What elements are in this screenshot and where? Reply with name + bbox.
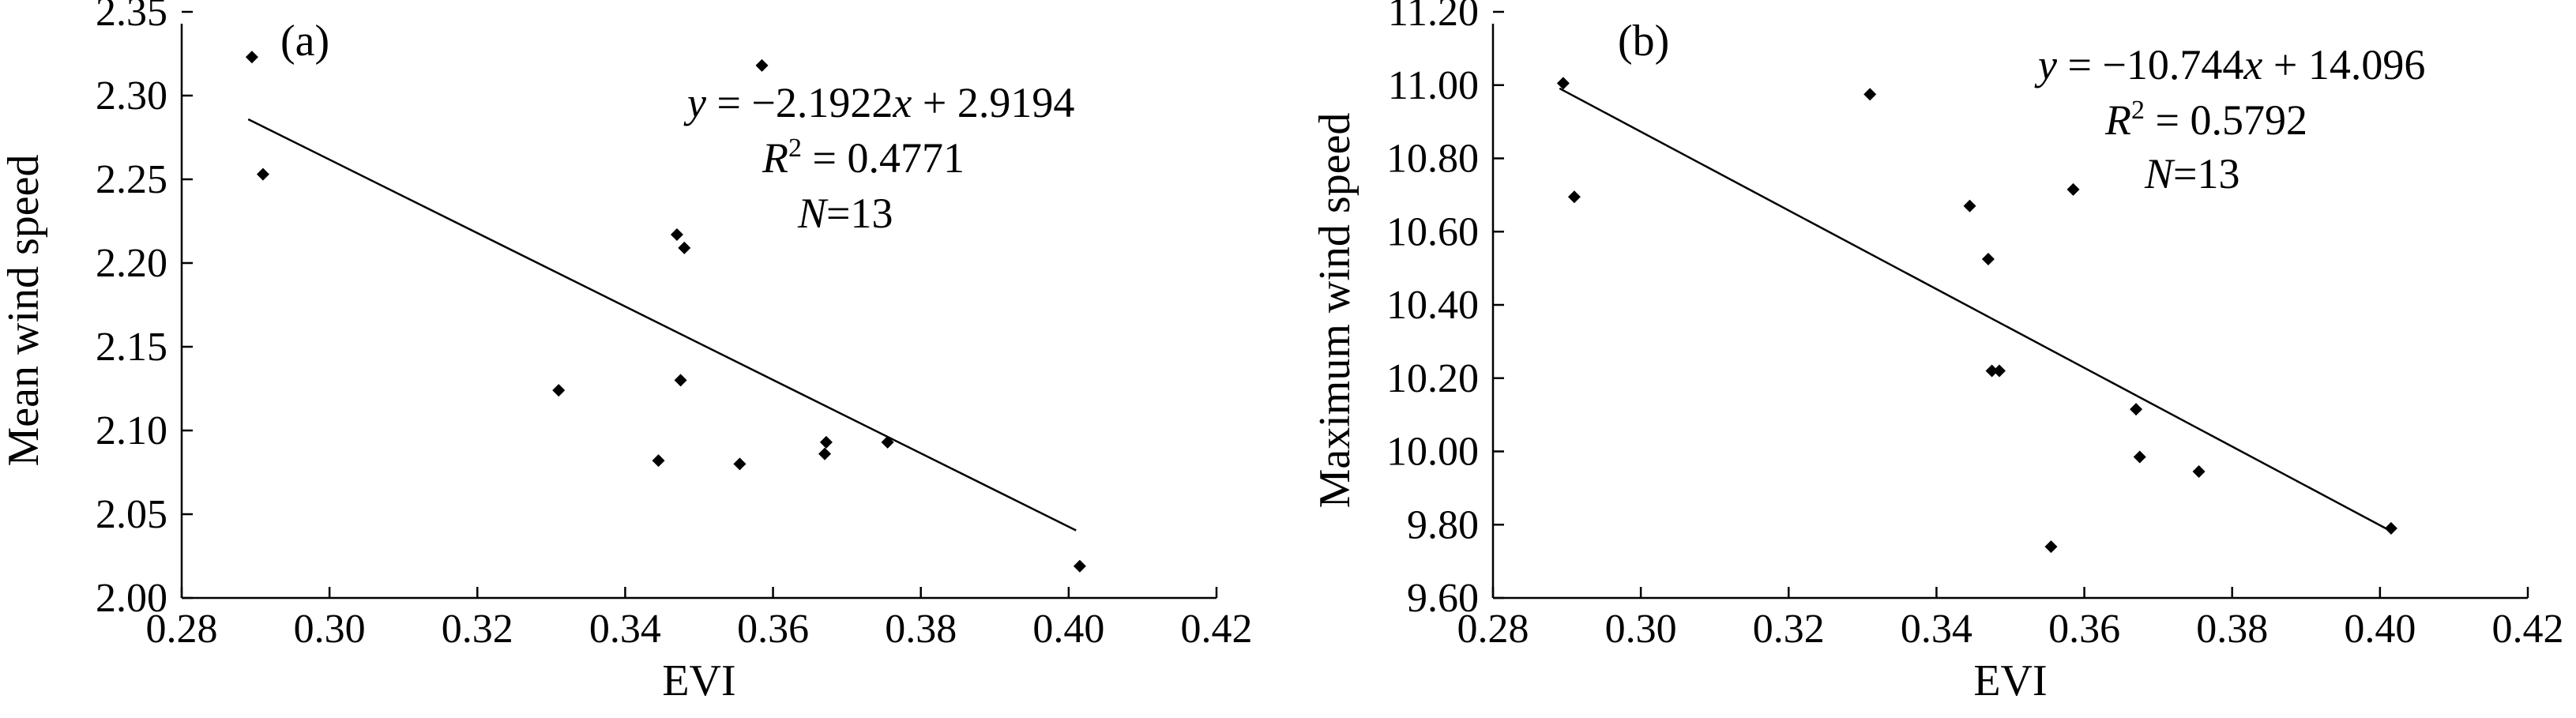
x-tick-label: 0.38 — [885, 607, 957, 652]
y-tick-label: 2.30 — [96, 73, 167, 118]
data-point — [733, 457, 746, 471]
y-tick-label: 9.60 — [1407, 576, 1479, 621]
x-tick-label: 0.30 — [294, 607, 366, 652]
fit-line — [247, 118, 1077, 532]
chart-b-fit-line-group — [1559, 87, 2388, 531]
chart-b-y-ticks: 9.60 9.80 10.00 10.20 10.40 10.60 10.80 11.00 11… — [1386, 0, 1504, 621]
x-tick-label: 0.30 — [1605, 607, 1677, 652]
data-point — [652, 454, 665, 468]
x-tick-label: 0.28 — [1457, 607, 1529, 652]
data-point — [881, 435, 894, 449]
data-point — [1073, 559, 1086, 573]
x-tick-label: 0.38 — [2196, 607, 2268, 652]
y-tick-label: 10.20 — [1386, 356, 1479, 401]
x-tick-label: 0.36 — [737, 607, 809, 652]
data-point — [1985, 364, 1999, 378]
y-tick-label: 2.15 — [96, 325, 167, 370]
y-tick-label: 10.00 — [1386, 430, 1479, 475]
data-point — [2192, 465, 2206, 479]
x-tick-label: 0.32 — [442, 607, 513, 652]
y-tick-label: 10.80 — [1386, 137, 1479, 182]
data-point — [245, 51, 258, 64]
chart-a-x-ticks: 0.28 0.30 0.32 0.34 0.36 0.38 0.40 0.42 — [146, 587, 1253, 652]
data-point — [670, 227, 683, 241]
y-tick-label: 10.40 — [1386, 283, 1479, 328]
data-point — [2066, 182, 2080, 196]
data-point — [1981, 253, 1995, 266]
data-point — [2130, 403, 2143, 416]
fit-line — [1559, 87, 2388, 531]
data-point — [552, 384, 566, 397]
data-point — [1567, 190, 1581, 204]
y-tick-label: 2.25 — [96, 157, 167, 202]
y-tick-label: 2.05 — [96, 492, 167, 537]
x-tick-label: 0.34 — [589, 607, 661, 652]
chart-b-x-label: EVI — [1973, 656, 2047, 705]
y-tick-label: 2.35 — [96, 0, 167, 35]
x-tick-label: 0.42 — [1181, 607, 1253, 652]
chart-a-y-label: Mean wind speed — [0, 154, 48, 466]
x-tick-label: 0.28 — [146, 607, 218, 652]
data-point — [819, 435, 833, 449]
chart-b-points — [1556, 77, 2397, 554]
data-point — [1963, 199, 1976, 212]
chart-a-fit-line-group — [247, 118, 1077, 532]
chart-a-y-ticks: 2.00 2.05 2.10 2.15 2.20 2.25 2.30 2.35 — [96, 0, 193, 621]
y-tick-label: 9.80 — [1407, 502, 1479, 547]
chart-b: 9.60 9.80 10.00 10.20 10.40 10.60 10.80 11.00 11… — [1311, 0, 2564, 705]
x-tick-label: 0.32 — [1753, 607, 1825, 652]
data-point — [755, 58, 769, 72]
chart-b-y-label: Maximum wind speed — [1311, 113, 1359, 509]
chart-a-r-squared: R2 = 0.4771 — [762, 133, 965, 182]
chart-a-equation: y = −2.1922x + 2.9194 — [683, 79, 1074, 126]
y-tick-label: 2.10 — [96, 408, 167, 453]
chart-a: 2.00 2.05 2.10 2.15 2.20 2.25 2.30 2.35 0.28 0.3… — [0, 0, 1253, 705]
data-point — [2133, 450, 2146, 464]
chart-b-x-ticks: 0.28 0.30 0.32 0.34 0.36 0.38 0.40 0.42 — [1457, 587, 2564, 652]
y-tick-label: 2.00 — [96, 576, 167, 621]
chart-a-x-label: EVI — [662, 656, 735, 705]
y-tick-label: 10.60 — [1386, 209, 1479, 254]
data-point — [818, 447, 832, 460]
x-tick-label: 0.36 — [2048, 607, 2120, 652]
chart-a-panel-label: (a) — [280, 17, 329, 66]
y-tick-label: 11.00 — [1388, 63, 1479, 108]
data-point — [2384, 521, 2397, 535]
x-tick-label: 0.42 — [2492, 607, 2564, 652]
data-point — [1556, 77, 1570, 90]
chart-a-points — [245, 51, 1086, 573]
y-tick-label: 11.20 — [1388, 0, 1479, 35]
y-tick-label: 2.20 — [96, 241, 167, 286]
data-point — [678, 241, 691, 254]
chart-b-n-count: N=13 — [2144, 150, 2240, 197]
data-point — [2044, 540, 2058, 554]
data-point — [674, 374, 687, 387]
x-tick-label: 0.34 — [1901, 607, 1972, 652]
x-tick-label: 0.40 — [1032, 607, 1104, 652]
data-point — [1863, 88, 1877, 101]
x-tick-label: 0.40 — [2344, 607, 2416, 652]
chart-b-equation: y = −10.744x + 14.096 — [2034, 41, 2425, 88]
chart-b-panel-label: (b) — [1618, 17, 1669, 66]
data-point — [1992, 364, 2006, 378]
chart-a-n-count: N=13 — [797, 190, 893, 237]
data-point — [256, 167, 269, 181]
chart-b-r-squared: R2 = 0.5792 — [2104, 96, 2307, 144]
